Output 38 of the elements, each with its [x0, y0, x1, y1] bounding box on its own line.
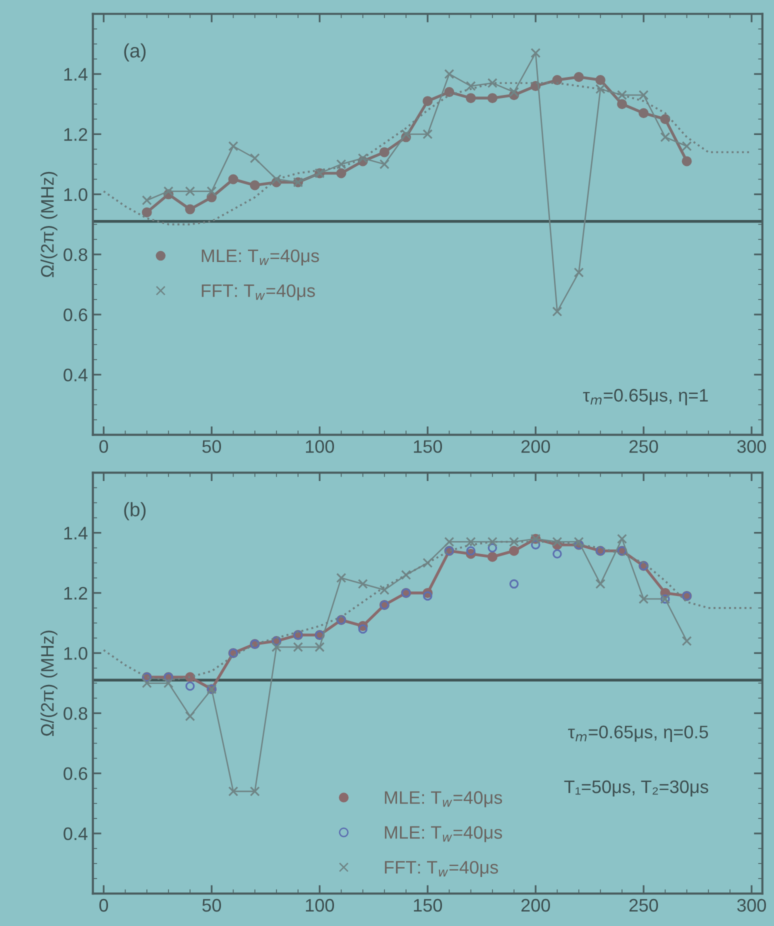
- legend-label: MLE: T$_{w}$=40μs: [202, 249, 319, 266]
- x-tick-label: 250: [629, 898, 658, 912]
- y-tick-label: 0.6: [64, 308, 88, 322]
- legend-label: FFT: T$_{w}$=40μs: [202, 284, 315, 300]
- annotation: T₁=50μs, T₂=30μs: [564, 780, 708, 796]
- y-tick-label: 0.8: [64, 707, 88, 720]
- y-tick-label: 0.4: [64, 368, 88, 382]
- x-tick-label: 200: [521, 440, 550, 453]
- x-tick-label: 50: [202, 440, 221, 453]
- y-tick-label: 1.2: [64, 128, 88, 141]
- annotation: τ$_{m}$=0.65μs, η=1: [583, 388, 708, 406]
- y-tick-label: 1.0: [64, 188, 88, 201]
- y-tick-label: 1.4: [64, 526, 88, 540]
- annotation: (b): [124, 502, 146, 520]
- y-tick-label: 1.2: [64, 586, 88, 600]
- y-tick-label: 0.6: [64, 767, 88, 780]
- legend-label: MLE: T$_{w}$=40μs: [384, 826, 502, 842]
- y-tick-label: 0.8: [64, 248, 88, 262]
- x-tick-label: 0: [99, 898, 108, 912]
- legend-label: MLE: T$_{w}$=40μs: [384, 791, 502, 808]
- x-tick-label: 250: [629, 440, 658, 453]
- annotation: τ$_{m}$=0.65μs, η=0.5: [568, 726, 708, 742]
- x-tick-label: 150: [414, 440, 442, 453]
- x-tick-label: 100: [306, 898, 334, 912]
- x-tick-label: 0: [99, 440, 108, 453]
- y-tick-label: 1.0: [64, 647, 88, 660]
- x-tick-label: 300: [737, 898, 766, 912]
- x-tick-label: 200: [521, 898, 550, 912]
- x-tick-label: 50: [202, 898, 221, 912]
- x-tick-label: 100: [306, 440, 334, 453]
- annotation: (a): [124, 43, 146, 62]
- y-axis-title: Ω/(2π) (MHz): [40, 630, 58, 736]
- y-tick-label: 1.4: [64, 68, 88, 81]
- y-tick-label: 0.4: [64, 827, 88, 840]
- y-axis-title: Ω/(2π) (MHz): [40, 172, 58, 278]
- legend-label: FFT: T$_{w}$=40μs: [384, 860, 498, 878]
- x-tick-label: 150: [414, 898, 442, 912]
- x-tick-label: 300: [737, 440, 766, 453]
